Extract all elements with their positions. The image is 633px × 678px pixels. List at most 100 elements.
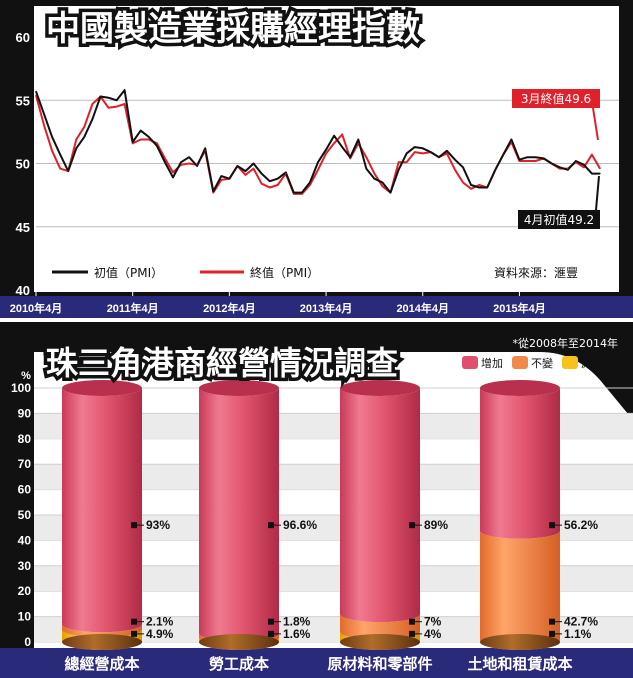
bar-label-marker xyxy=(549,630,555,637)
bar-category-label: 土地和租賃成本 xyxy=(467,655,572,673)
series-point xyxy=(124,103,126,105)
series-point xyxy=(414,146,416,148)
series-point xyxy=(261,183,263,185)
annotation-april-prelim: 4月初值49.2 xyxy=(524,212,594,227)
line-y-tick-label: 50 xyxy=(16,157,30,172)
series-point xyxy=(188,162,190,165)
bar-value-labels: 93% 2.1%4.9% 96.6% 1.8%1.6% 89% 7%4% 56.2% 42.7… xyxy=(131,518,598,641)
bar-chart-title: 珠三角港商經營情況調查 xyxy=(46,344,398,382)
series-point xyxy=(349,156,351,158)
series-point xyxy=(591,154,593,156)
cylinder-top xyxy=(199,380,279,396)
series-point xyxy=(551,162,553,165)
series-point xyxy=(365,168,367,170)
cylinder-base xyxy=(199,634,279,650)
series-point xyxy=(309,184,311,186)
series-point xyxy=(59,154,61,156)
series-point xyxy=(132,142,134,144)
bar-legend-swatch xyxy=(562,356,578,369)
series-point xyxy=(196,164,198,166)
series-point xyxy=(583,164,585,166)
series-point xyxy=(559,168,561,170)
legend-label-final: 終值（PMI） xyxy=(250,265,319,280)
series-point xyxy=(510,141,512,143)
annotation-april-box xyxy=(518,210,600,229)
series-point xyxy=(526,160,529,162)
series-point xyxy=(591,173,593,175)
series-point xyxy=(91,103,93,105)
series-point xyxy=(486,186,488,189)
line-x-tick-label: 2014年4月 xyxy=(396,301,449,315)
line-chart-title: 中國製造業採購經理指數 xyxy=(46,9,420,49)
cylinder-top xyxy=(480,380,560,396)
series-point xyxy=(309,181,311,184)
series-point xyxy=(341,146,343,148)
series-point xyxy=(285,173,287,175)
series-point xyxy=(559,166,561,168)
bar-label-marker xyxy=(268,630,274,637)
series-point xyxy=(43,113,45,115)
bar-y-tick-label: 60 xyxy=(18,483,32,497)
series-point xyxy=(373,173,375,175)
series-point xyxy=(357,138,359,141)
series-point xyxy=(438,156,440,158)
series-point xyxy=(373,178,375,180)
annotation-april-pointer xyxy=(595,175,600,211)
series-point xyxy=(285,171,287,173)
series-point xyxy=(325,152,327,154)
cylinder-segment-不變 xyxy=(340,614,420,640)
series-point xyxy=(156,142,158,144)
bar-label-marker xyxy=(409,522,415,529)
cylinder-segment-增加 xyxy=(199,388,279,642)
series-point xyxy=(252,162,255,165)
series-point xyxy=(478,186,480,189)
series-point xyxy=(204,147,206,149)
bar-legend-label: 不變 xyxy=(531,356,553,370)
series-point xyxy=(446,150,448,152)
bar-legend-swatch xyxy=(462,356,478,369)
series-point xyxy=(575,160,577,162)
series-point xyxy=(252,168,255,170)
series-point xyxy=(381,181,384,184)
series-point xyxy=(293,192,295,194)
series-point xyxy=(196,165,198,167)
annotation-march-box xyxy=(512,89,600,108)
cylinder-segment-不變 xyxy=(62,624,142,638)
series-point xyxy=(357,142,359,144)
line-x-tick-label: 2013年4月 xyxy=(300,301,353,315)
series-point xyxy=(244,174,247,176)
series-point xyxy=(526,156,529,158)
bar-value-label: 7% xyxy=(424,615,442,629)
line-y-tick-label: 45 xyxy=(16,220,30,235)
series-point xyxy=(325,149,327,151)
series-point xyxy=(518,160,521,162)
cylinder-base xyxy=(340,634,420,650)
bar-value-label: 93% xyxy=(146,518,170,532)
series-point xyxy=(317,169,319,171)
bar-y-tick-label: 0 xyxy=(24,635,31,649)
series-point xyxy=(510,138,512,141)
series-point xyxy=(75,138,77,141)
bar-y-tick-label: 40 xyxy=(18,533,32,547)
bar-value-label: 1.1% xyxy=(564,627,592,641)
series-point xyxy=(51,136,53,138)
bar-label-marker xyxy=(131,618,137,625)
line-x-tick-label: 2012年4月 xyxy=(203,301,256,315)
line-points xyxy=(35,89,601,195)
series-point xyxy=(132,141,134,143)
bar-label-marker xyxy=(268,618,274,625)
legend-label-prelim: 初值（PMI） xyxy=(94,265,163,280)
series-point xyxy=(83,136,85,138)
cylinder-segment-增加 xyxy=(480,388,560,539)
series-point xyxy=(212,190,214,192)
bar-value-label: 56.2% xyxy=(564,518,598,532)
series-point xyxy=(220,179,222,181)
line-yaxis-band xyxy=(10,6,34,292)
bar-legend-swatch xyxy=(512,356,528,369)
cylinder-segment-增加 xyxy=(62,388,142,633)
series-point xyxy=(35,94,37,96)
series-point xyxy=(454,169,456,171)
line-y-tick-label: 40 xyxy=(16,283,30,298)
series-point xyxy=(462,166,464,168)
bar-legend-label: 減少 xyxy=(581,356,603,370)
